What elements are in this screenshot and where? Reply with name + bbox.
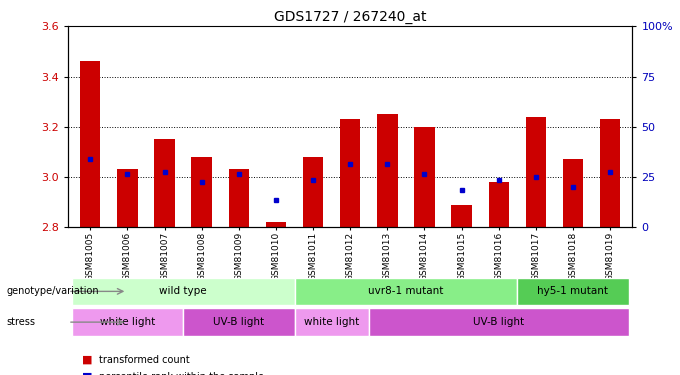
Bar: [183, 308, 294, 336]
Bar: [526, 117, 546, 227]
Bar: [266, 222, 286, 227]
Bar: [117, 170, 137, 227]
Text: uvr8-1 mutant: uvr8-1 mutant: [368, 286, 443, 296]
Bar: [377, 114, 398, 227]
Bar: [517, 278, 629, 305]
Text: transformed count: transformed count: [99, 355, 189, 365]
Bar: [369, 308, 629, 336]
Bar: [488, 182, 509, 227]
Text: ■: ■: [82, 355, 92, 365]
Bar: [294, 308, 369, 336]
Bar: [228, 170, 249, 227]
Bar: [154, 140, 175, 227]
Text: stress: stress: [7, 317, 36, 327]
Bar: [71, 308, 183, 336]
Bar: [600, 119, 620, 227]
Bar: [563, 159, 583, 227]
Text: hy5-1 mutant: hy5-1 mutant: [537, 286, 609, 296]
Text: UV-B light: UV-B light: [214, 317, 265, 327]
Text: white light: white light: [304, 317, 359, 327]
Bar: [192, 157, 212, 227]
Text: white light: white light: [100, 317, 155, 327]
Text: UV-B light: UV-B light: [473, 317, 524, 327]
Bar: [71, 278, 294, 305]
Text: percentile rank within the sample: percentile rank within the sample: [99, 372, 264, 375]
Bar: [294, 278, 517, 305]
Text: genotype/variation: genotype/variation: [7, 286, 99, 296]
Bar: [452, 205, 472, 227]
Bar: [414, 127, 435, 227]
Text: wild type: wild type: [159, 286, 207, 296]
Bar: [303, 157, 323, 227]
Title: GDS1727 / 267240_at: GDS1727 / 267240_at: [274, 10, 426, 24]
Bar: [80, 62, 101, 227]
Text: ■: ■: [82, 372, 92, 375]
Bar: [340, 119, 360, 227]
